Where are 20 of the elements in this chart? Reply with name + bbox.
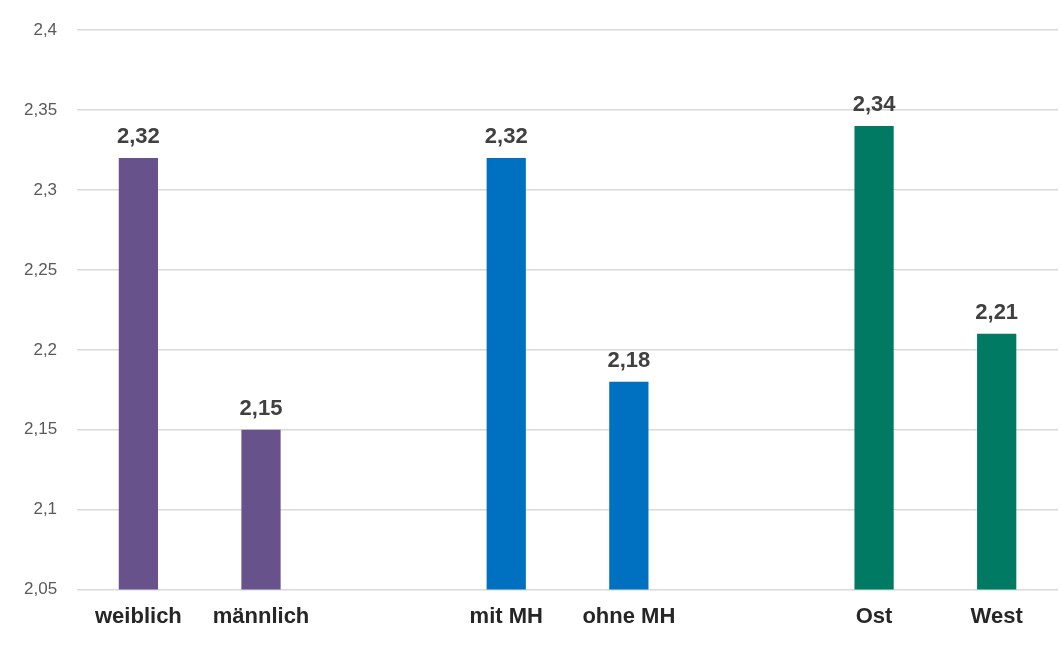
y-tick-label: 2,05	[23, 579, 58, 599]
y-tick-label: 2,2	[33, 339, 58, 359]
x-tick-label: männlich	[212, 602, 310, 628]
data-label: 2,21	[975, 298, 1019, 324]
y-tick-label: 2,15	[23, 419, 58, 439]
x-tick-label: Ost	[855, 602, 894, 628]
data-label: 2,32	[484, 123, 528, 149]
y-tick-label: 2,3	[33, 179, 58, 199]
data-label: 2,18	[607, 346, 651, 372]
x-tick-label: mit MH	[469, 602, 543, 628]
data-label: 2,15	[239, 394, 283, 420]
x-tick-label: West	[970, 602, 1024, 628]
x-tick-label: weiblich	[94, 602, 182, 628]
y-tick-label: 2,35	[23, 99, 58, 119]
data-label: 2,34	[852, 91, 897, 117]
data-label: 2,32	[116, 123, 160, 149]
y-tick-label: 2,1	[33, 499, 58, 519]
y-tick-label: 2,25	[23, 259, 58, 279]
y-tick-label: 2,4	[33, 19, 58, 39]
x-tick-label: ohne MH	[582, 602, 676, 628]
